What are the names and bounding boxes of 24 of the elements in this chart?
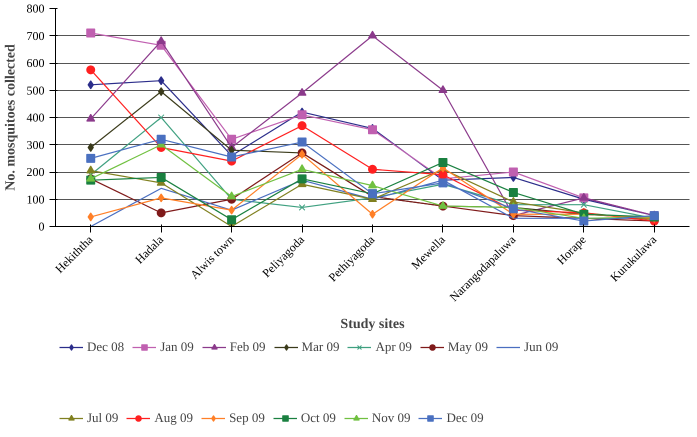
y-tick-label: 100 bbox=[26, 192, 44, 206]
legend-label: Dec 08 bbox=[87, 339, 124, 355]
legend-label: Jul 09 bbox=[87, 410, 118, 426]
y-tick-label: 600 bbox=[26, 56, 44, 70]
legend-label: May 09 bbox=[448, 339, 488, 355]
legend-label: Dec 09 bbox=[446, 410, 484, 426]
y-tick-label: 400 bbox=[26, 110, 44, 124]
legend-label: Oct 09 bbox=[300, 410, 336, 426]
y-tick-label: 500 bbox=[26, 83, 44, 98]
y-tick-label: 700 bbox=[26, 28, 44, 43]
y-tick-label: 0 bbox=[38, 220, 44, 234]
y-tick-label: 300 bbox=[26, 138, 44, 152]
x-axis-title: Study sites bbox=[340, 317, 406, 332]
legend-label: Mar 09 bbox=[302, 339, 340, 355]
legend-label: Feb 09 bbox=[230, 339, 266, 355]
legend-label: Jan 09 bbox=[160, 339, 194, 355]
legend-label: Sep 09 bbox=[229, 410, 265, 426]
legend-label: Aug 09 bbox=[154, 410, 194, 426]
legend-label: Nov 09 bbox=[372, 410, 410, 426]
y-axis-title: No. mosquitoes collected bbox=[4, 44, 18, 191]
legend-label: Jun 09 bbox=[524, 339, 558, 355]
y-tick-label: 200 bbox=[26, 165, 44, 179]
y-tick-label: 800 bbox=[26, 2, 44, 16]
legend-label: Apr 09 bbox=[375, 339, 412, 355]
